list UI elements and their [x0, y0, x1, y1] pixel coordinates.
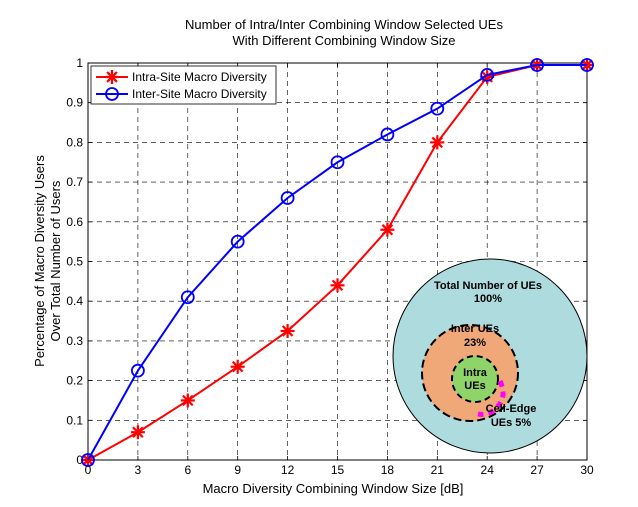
- y-tick-label: 0.6: [66, 215, 83, 229]
- data-point: [230, 359, 245, 374]
- intra-ues-circle: [451, 355, 499, 403]
- data-point: [330, 278, 345, 293]
- chart-title: Number of Intra/Inter Combining Window S…: [185, 17, 503, 32]
- intra-ues-label-2: UEs: [464, 380, 485, 392]
- y-tick-label: 0.5: [66, 255, 83, 269]
- y-axis-label-line2: Over Total Number of Users: [48, 180, 63, 341]
- legend-label-intra: Intra-Site Macro Diversity: [132, 70, 267, 84]
- data-point: [280, 323, 295, 338]
- x-tick-label: 24: [481, 463, 495, 477]
- y-tick-labels: 0 0.1 0.2 0.3 0.4 0.5 0.6 0.7 0.8 0.9 1: [66, 56, 83, 467]
- data-point: [230, 234, 245, 249]
- x-tick-label: 15: [331, 463, 345, 477]
- data-point: [430, 101, 445, 116]
- y-tick-label: 0: [76, 453, 83, 467]
- data-point: [130, 363, 145, 378]
- data-point: [280, 191, 295, 205]
- legend-marker-intra: [105, 70, 119, 84]
- ue-set-diagram: Total Number of UEs 100% Inter UEs 23% I…: [392, 258, 588, 454]
- y-axis-label-line1: Percentage of Macro Diversity Users: [32, 155, 47, 367]
- inter-ues-label: Inter UEs: [451, 323, 499, 335]
- x-tick-label: 27: [530, 463, 544, 477]
- series-line: [87, 63, 587, 461]
- x-tick-label: 0: [85, 463, 92, 477]
- y-tick-label: 0.9: [66, 96, 83, 110]
- x-tick-label: 9: [234, 463, 241, 477]
- data-point: [130, 425, 145, 440]
- data-point: [480, 68, 495, 82]
- legend-marker-symbol: [105, 70, 119, 84]
- cell-edge-label: Cell-Edge: [486, 403, 537, 415]
- y-tick-label: 0.4: [66, 294, 83, 308]
- data-point: [380, 127, 395, 142]
- x-tick-labels: 0 3 6 9 12 15 18 21 24 27 30: [85, 463, 594, 477]
- x-axis-label: Macro Diversity Combining Window Size [d…: [203, 481, 464, 496]
- data-point: [81, 453, 95, 467]
- y-tick-label: 0.3: [66, 334, 83, 348]
- legend-marker-inter: [105, 87, 119, 101]
- y-tick-label: 1: [76, 56, 83, 70]
- x-tick-label: 30: [580, 463, 594, 477]
- legend-label-inter: Inter-Site Macro Diversity: [132, 87, 267, 101]
- data-point: [380, 222, 395, 237]
- x-tick-label: 3: [135, 463, 142, 477]
- data-point: [180, 290, 195, 305]
- data-point: [430, 135, 445, 150]
- y-tick-label: 0.7: [66, 175, 83, 189]
- x-tick-label: 6: [184, 463, 191, 477]
- y-tick-label: 0.1: [66, 413, 83, 427]
- inter-ues-percent: 23%: [464, 337, 486, 349]
- total-ues-label: Total Number of UEs: [434, 280, 542, 292]
- chart-subtitle: With Different Combining Window Size: [232, 33, 455, 48]
- y-tick-label: 0.2: [66, 374, 83, 388]
- cell-edge-percent: UEs 5%: [491, 417, 532, 429]
- intra-ues-label: Intra: [463, 367, 488, 379]
- legend: Intra-Site Macro Diversity Inter-Site Ma…: [90, 65, 277, 105]
- x-tick-label: 12: [281, 463, 295, 477]
- data-point: [530, 58, 544, 72]
- legend-box: [90, 65, 277, 105]
- y-tick-label: 0.8: [66, 135, 83, 149]
- data-point: [330, 155, 345, 170]
- x-tick-label: 18: [381, 463, 395, 477]
- series-layer: [81, 57, 594, 467]
- x-tick-label: 21: [431, 463, 445, 477]
- data-point: [580, 58, 594, 72]
- legend-marker-symbol: [105, 87, 119, 101]
- data-point: [180, 393, 195, 408]
- total-ues-percent: 100%: [474, 293, 502, 305]
